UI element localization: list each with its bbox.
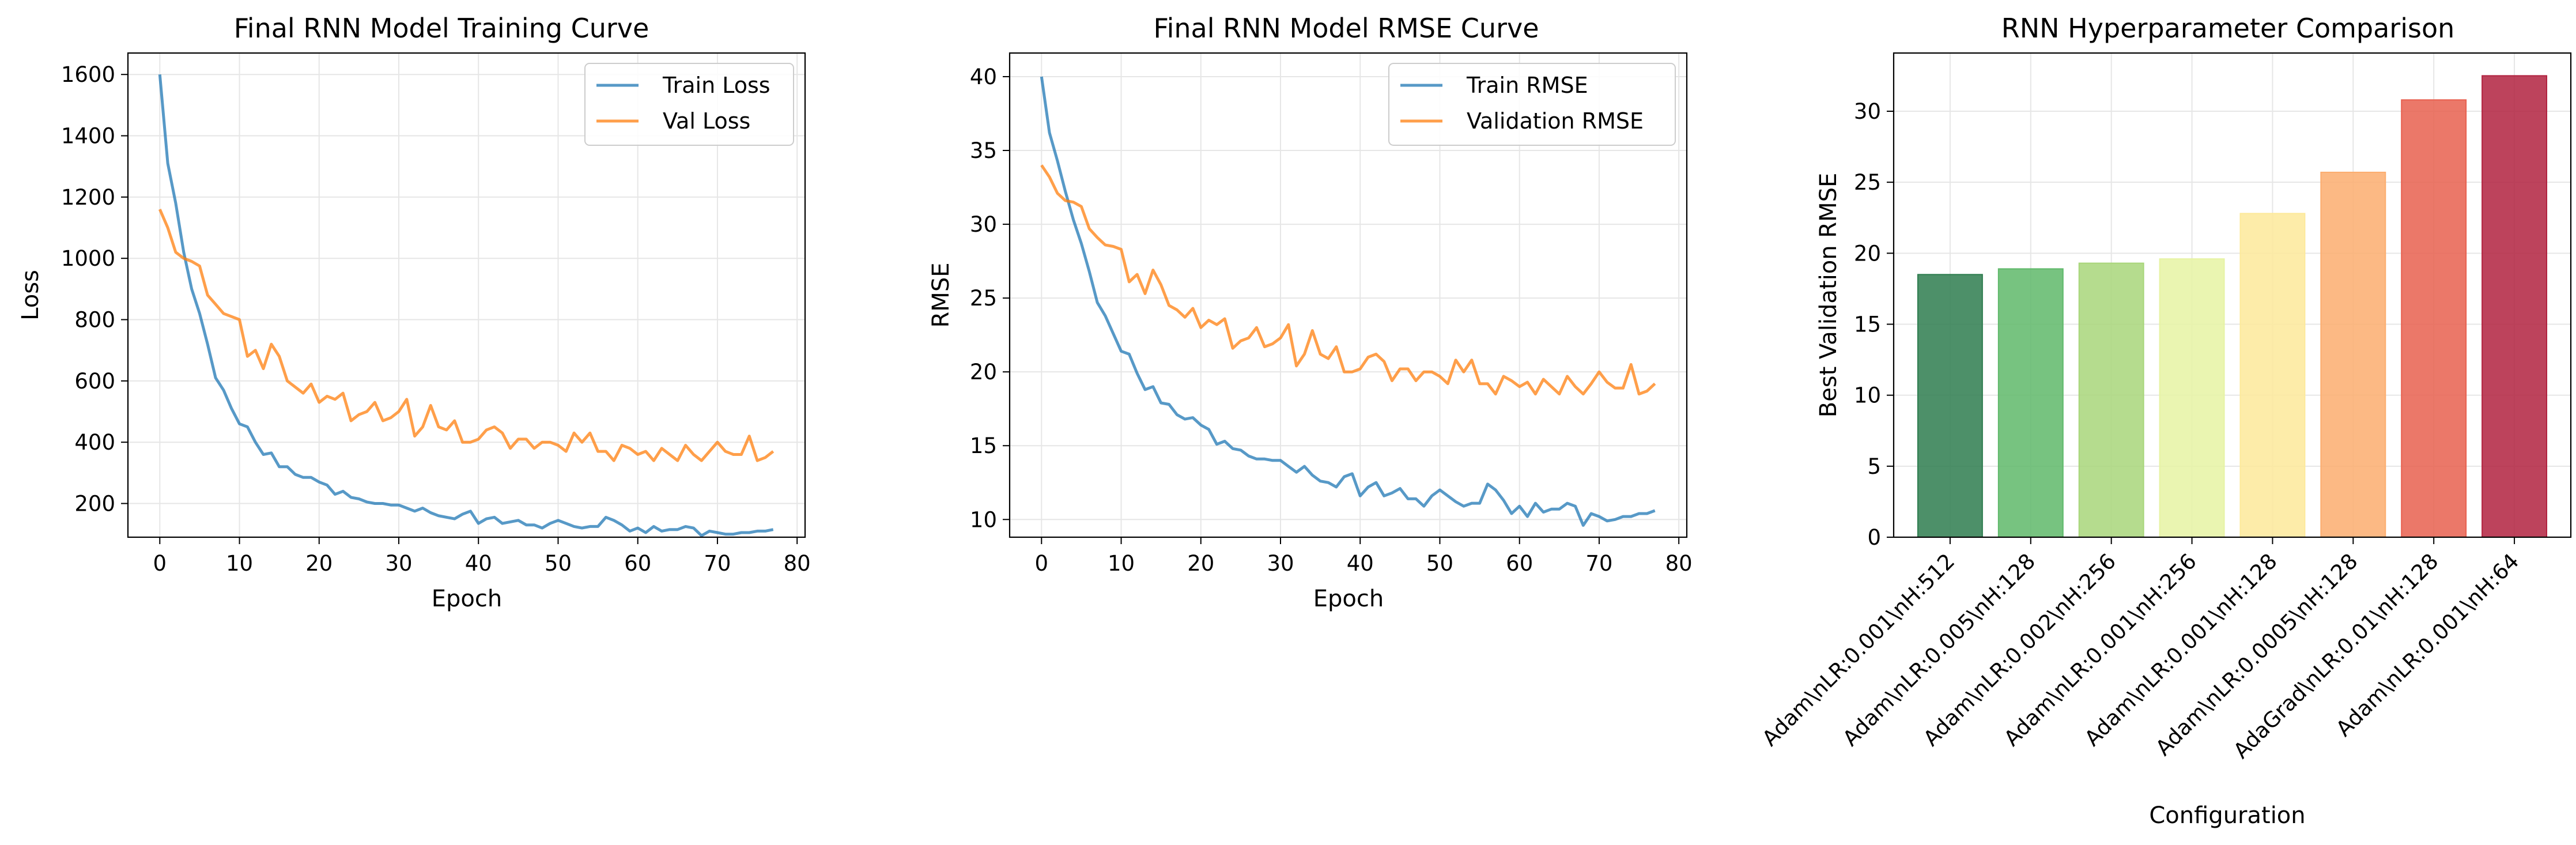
x-tick-label: 20 [1187,551,1214,576]
bar [1997,268,2064,538]
y-tick-label: 35 [970,138,997,163]
x-tick-label: 40 [1347,551,1374,576]
y-tick-label: 10 [970,507,997,532]
y-tick-label: 10 [1854,383,1881,408]
x-tick-label: 0 [153,551,167,576]
legend-box [1388,63,1676,146]
x-tick-label: 50 [1426,551,1453,576]
y-tick-label: 20 [970,360,997,384]
y-tick-label: 400 [74,430,115,455]
series-line-train-rmse [1040,76,1656,527]
x-tick-label: 60 [624,551,651,576]
plot-area-frame [127,52,806,538]
y-axis-label: Best Validation RMSE [1815,173,1842,418]
series-line-val-loss [158,209,775,462]
x-tick-label: 10 [1108,551,1135,576]
plot-area-frame [1893,52,2572,538]
y-tick-label: 5 [1867,454,1881,479]
y-tick-label: 1600 [61,62,115,87]
plot-area-frame [1009,52,1688,538]
series-line-train-loss [158,74,774,537]
y-tick-label: 1400 [61,124,115,149]
y-tick-label: 30 [1854,99,1881,124]
training-curve-chart: Final RNN Model Training Curve 0 10 20 3… [17,13,811,612]
y-tick-label: 40 [970,65,997,89]
legend: Train Loss Val Loss [584,63,794,146]
x-tick-label: 70 [704,551,731,576]
x-tick-label: 80 [1665,551,1693,576]
bar [2239,213,2306,538]
x-tick-label: 0 [1035,551,1049,576]
x-tick-label: 20 [305,551,333,576]
bar [2078,262,2144,538]
chart-title: Final RNN Model Training Curve [234,13,649,44]
legend-label-train-loss: Train Loss [662,73,770,98]
y-tick-label: 15 [970,433,997,458]
chart-title: RNN Hyperparameter Comparison [2001,13,2455,44]
x-axis-label: Configuration [2149,802,2305,829]
bar [2159,258,2225,538]
x-tick-label: 70 [1585,551,1612,576]
bar [2481,75,2548,538]
y-tick-label: 600 [74,369,115,394]
x-tick-label: 60 [1506,551,1533,576]
y-tick-label: 15 [1854,312,1881,337]
x-axis-label: Epoch [1313,586,1384,612]
chart-title: Final RNN Model RMSE Curve [1153,13,1539,44]
x-tick-label: 40 [465,551,492,576]
y-tick-label: 30 [970,212,997,237]
y-tick-label: 1200 [61,185,115,210]
y-tick-label: 25 [970,286,997,311]
legend-label-validation-rmse: Validation RMSE [1467,108,1644,134]
x-tick-label: 30 [1267,551,1294,576]
legend: Train RMSE Validation RMSE [1388,63,1676,146]
bar [2320,171,2386,538]
y-tick-label: 200 [74,492,115,516]
x-tick-label: 30 [385,551,412,576]
y-tick-label: 0 [1867,525,1881,550]
legend-label-train-rmse: Train RMSE [1466,73,1588,98]
y-axis-label: Loss [17,270,44,320]
x-axis-label: Epoch [432,586,502,612]
bar [1917,274,1983,538]
y-axis-label: RMSE [928,263,954,328]
y-tick-label: 20 [1854,241,1881,266]
bar [2401,99,2467,538]
rmse-curve-chart: Final RNN Model RMSE Curve 0 10 20 30 40… [928,13,1693,612]
legend-label-val-loss: Val Loss [663,108,750,134]
x-tick-label: 80 [784,551,811,576]
x-tick-label: 50 [545,551,572,576]
y-tick-label: 25 [1854,170,1881,195]
series-line-validation-rmse [1040,164,1656,396]
x-tick-label: 10 [226,551,253,576]
hyperparameter-bar-chart: RNN Hyperparameter Comparison 0 5 10 15 … [1757,13,2572,829]
y-tick-label: 1000 [61,246,115,271]
y-tick-label: 800 [74,308,115,333]
